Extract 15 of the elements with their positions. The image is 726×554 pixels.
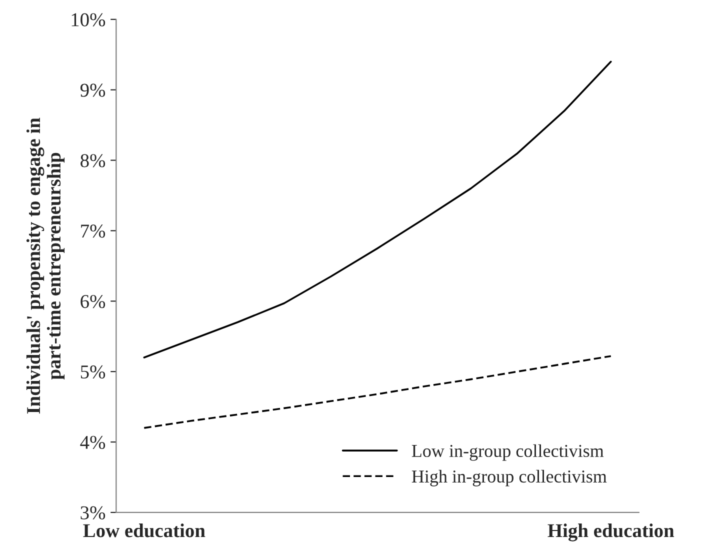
y-tick-label: 10% (72, 13, 106, 26)
x-tick-label: High education (548, 524, 674, 542)
y-tick-label: 5% (80, 365, 106, 379)
y-tick-label: 7% (81, 224, 106, 238)
y-axis-title: Individuals' propensity to engage in part-time entrepreneurship (26, 118, 65, 414)
legend-label: High in-group collectivism (412, 470, 607, 486)
line-series (143, 60, 612, 358)
y-tick-label: 9% (80, 84, 106, 97)
y-tick-label: 3% (80, 506, 106, 520)
y-tick-label: 6% (80, 294, 106, 308)
x-tick-label: Low education (83, 524, 206, 538)
y-tick-label: 4% (80, 436, 106, 450)
line-series (143, 355, 612, 429)
legend-label: Low in-group collectivism (412, 444, 604, 461)
y-tick-label: 8% (80, 154, 106, 168)
